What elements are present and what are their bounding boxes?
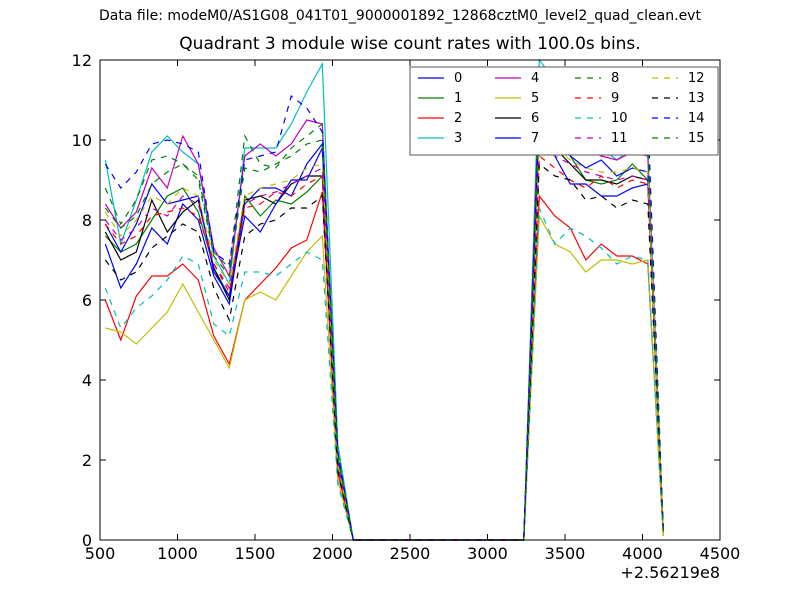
x-tick-label: 4500 — [700, 544, 741, 563]
legend-label-7: 7 — [531, 131, 539, 146]
legend-label-10: 10 — [611, 111, 628, 126]
legend-label-5: 5 — [531, 91, 539, 106]
series-line-12 — [104, 134, 664, 541]
x-tick-label: 3500 — [545, 544, 586, 563]
x-tick-label: 2000 — [312, 544, 353, 563]
legend-label-12: 12 — [688, 71, 705, 86]
legend-label-9: 9 — [611, 91, 619, 106]
legend-label-1: 1 — [454, 91, 462, 106]
series-line-1 — [104, 114, 664, 541]
series-line-11 — [104, 138, 664, 541]
x-tick-label: 500 — [85, 544, 116, 563]
series-line-2 — [104, 191, 664, 541]
y-tick-label: 10 — [72, 131, 92, 150]
y-tick-label: 0 — [82, 531, 92, 550]
legend-label-6: 6 — [531, 111, 539, 126]
series-line-9 — [104, 154, 664, 541]
y-tick-label: 2 — [82, 451, 92, 470]
x-tick-label: 4000 — [622, 544, 663, 563]
series-line-15 — [104, 115, 664, 541]
figure-suptitle: Data file: modeM0/AS1G08_041T01_90000018… — [99, 8, 701, 24]
x-offset-label: +2.56219e8 — [620, 563, 720, 582]
x-tick-label: 2500 — [390, 544, 431, 563]
series-line-5 — [105, 213, 664, 541]
legend-box — [409, 66, 719, 156]
x-tick-label: 1000 — [157, 544, 198, 563]
series-line-13 — [104, 162, 664, 541]
chart-title: Quadrant 3 module wise count rates with … — [179, 34, 641, 54]
series-line-10 — [104, 207, 664, 541]
series-line-0 — [104, 130, 664, 541]
x-tick-label: 3000 — [467, 544, 508, 563]
legend-label-2: 2 — [454, 111, 462, 126]
x-tick-label: 1500 — [235, 544, 276, 563]
legend-label-15: 15 — [688, 131, 705, 146]
y-tick-label: 8 — [82, 211, 92, 230]
y-tick-label: 6 — [82, 291, 92, 310]
legend-label-11: 11 — [611, 131, 628, 146]
y-tick-label: 12 — [72, 51, 92, 70]
axis-ticks: 500 1000 1500 2000 2500 3000 3500 4000 4500 0 2 4 6 8… — [72, 51, 741, 563]
legend-label-8: 8 — [611, 71, 619, 86]
y-tick-label: 4 — [82, 371, 92, 390]
legend-label-0: 0 — [454, 71, 462, 86]
legend-label-3: 3 — [454, 131, 462, 146]
legend-label-14: 14 — [688, 111, 705, 126]
legend-label-4: 4 — [531, 71, 539, 86]
legend-label-13: 13 — [688, 91, 705, 106]
